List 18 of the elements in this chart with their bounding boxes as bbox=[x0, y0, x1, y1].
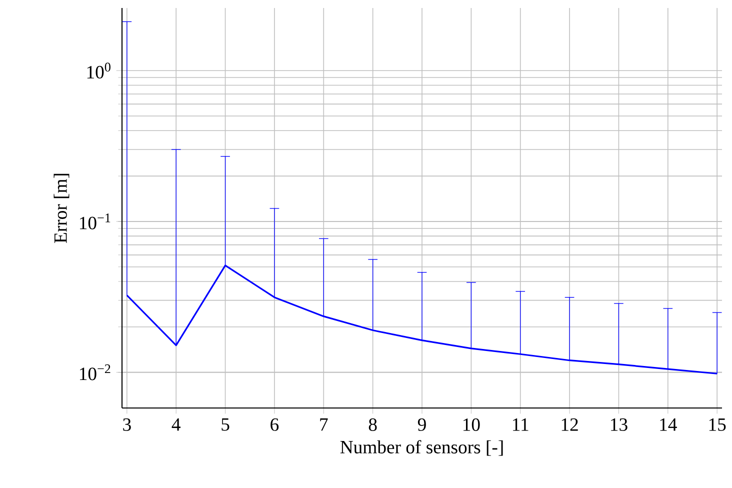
x-tick-label: 8 bbox=[368, 418, 377, 431]
x-tick-label: 11 bbox=[513, 418, 528, 431]
x-axis-title: Number of sensors [-] bbox=[340, 440, 503, 456]
x-tick-label: 6 bbox=[270, 418, 279, 431]
y-tick-label: 10$^{−1}$ bbox=[80, 214, 110, 230]
x-tick-label: 15 bbox=[709, 418, 726, 431]
x-tick-label: 9 bbox=[418, 418, 426, 431]
y-axis-title: Error [m] bbox=[54, 174, 70, 243]
x-tick-label: 3 bbox=[123, 418, 131, 431]
y-tick-label: 10$^{0}$ bbox=[87, 62, 110, 79]
x-tick-label: 4 bbox=[172, 418, 180, 431]
x-tick-label: 13 bbox=[611, 418, 628, 431]
x-tick-label: 7 bbox=[320, 418, 328, 431]
x-tick-label: 12 bbox=[562, 418, 578, 431]
x-tick-label: 5 bbox=[222, 418, 230, 431]
x-tick-label: 14 bbox=[660, 418, 677, 431]
x-tick-label: 10 bbox=[463, 418, 480, 431]
y-tick-label: 10$^{−2}$ bbox=[80, 364, 110, 380]
